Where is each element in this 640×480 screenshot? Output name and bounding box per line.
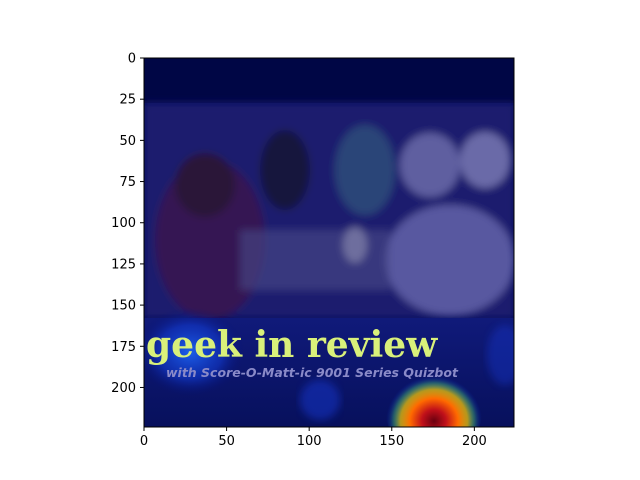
x-tick-label: 0 <box>140 434 148 449</box>
y-tick-label: 50 <box>119 134 136 149</box>
banner-subtitle: with Score-O-Matt-ic 9001 Series Quizbot <box>166 365 459 380</box>
heat-hotspot <box>386 367 482 427</box>
plot-frame <box>143 57 515 428</box>
heatmap-image: geek in review with Score-O-Matt-ic 9001… <box>144 58 514 427</box>
y-tick-label: 200 <box>111 381 136 396</box>
y-tick-label: 100 <box>111 216 136 231</box>
y-axis: 0 25 50 75 100 125 150 175 200 <box>111 52 144 396</box>
x-tick-label: 200 <box>462 434 487 449</box>
y-tick-label: 125 <box>111 257 136 272</box>
x-axis: 0 50 100 150 200 <box>140 427 487 449</box>
y-tick-label: 25 <box>119 93 136 108</box>
heat-cool-blob <box>144 307 245 397</box>
y-tick-label: 175 <box>111 340 136 355</box>
x-tick-label: 150 <box>379 434 404 449</box>
banner-title: geek in review <box>146 324 438 366</box>
y-tick-label: 0 <box>128 52 136 67</box>
x-tick-label: 50 <box>218 434 235 449</box>
x-tick-label: 100 <box>297 434 322 449</box>
y-tick-label: 150 <box>111 299 136 314</box>
y-tick-label: 75 <box>119 175 136 190</box>
photo-region <box>144 103 514 320</box>
